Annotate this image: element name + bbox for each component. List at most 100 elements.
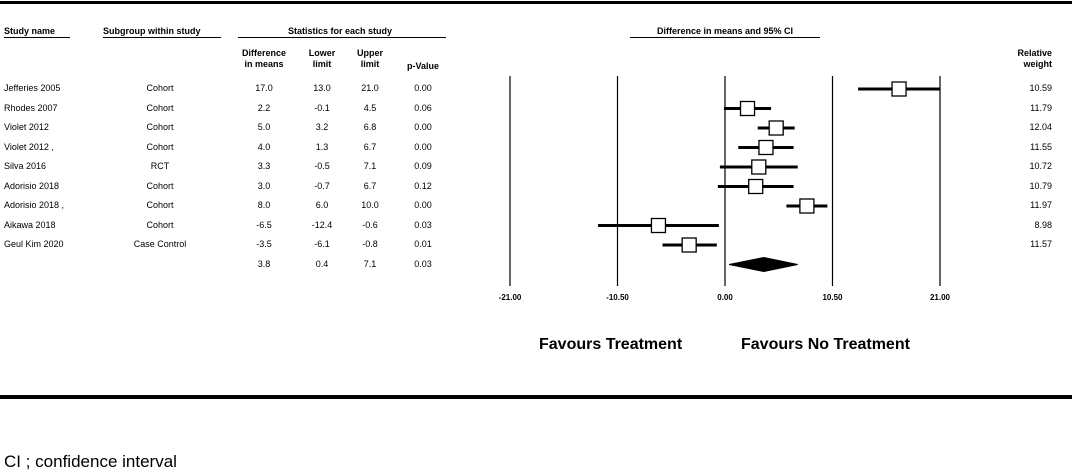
x-tick-label: 0.00 [717, 293, 733, 302]
top-rule [0, 1, 1072, 4]
study-upper: -0.6 [362, 219, 378, 230]
study-name: Adorisio 2018 [4, 180, 60, 191]
study-weight: 11.97 [1030, 200, 1052, 210]
study-lower: 1.3 [315, 141, 329, 152]
study-subgroup: RCT [150, 161, 170, 171]
study-pvalue: 0.12 [414, 180, 432, 191]
study-name: Violet 2012 , [4, 141, 54, 152]
study-name: Geul Kim 2020 [4, 239, 64, 249]
study-weight: 10.59 [1029, 83, 1052, 93]
study-lower: -6.1 [314, 239, 330, 249]
header-study-name-underline [4, 37, 70, 38]
study-diff: 3.0 [257, 180, 271, 191]
study-name: Silva 2016 [4, 161, 47, 171]
study-upper: 21.0 [361, 83, 379, 93]
study-weight: 10.79 [1029, 180, 1052, 191]
study-upper: 7.1 [363, 161, 377, 171]
header-diff-line2: in means [244, 59, 284, 69]
point-estimate-marker [681, 237, 697, 253]
header-upper-line1: Upper [356, 48, 383, 58]
study-diff: 17.0 [255, 83, 273, 93]
bottom-rule [0, 395, 1072, 399]
x-tick-label: -10.50 [606, 293, 629, 302]
study-pvalue: 0.00 [414, 200, 432, 210]
study-pvalue: 0.00 [414, 83, 432, 93]
header-subgroup: Subgroup within study [103, 26, 201, 36]
favours-no-treatment-label: Favours No Treatment [741, 336, 910, 353]
study-pvalue: 0.06 [414, 102, 432, 113]
point-estimate-marker [650, 217, 667, 234]
study-name: Rhodes 2007 [4, 102, 58, 113]
header-difference-ci-underline [630, 37, 820, 38]
study-lower: -0.1 [314, 102, 330, 113]
point-estimate-marker [748, 178, 764, 195]
summary-diff: 3.8 [257, 258, 271, 269]
study-name: Adorisio 2018 , [4, 200, 65, 210]
study-weight: 11.55 [1030, 141, 1052, 152]
header-lower-line2: limit [312, 59, 332, 69]
footnote: CI ; confidence interval [4, 452, 177, 471]
study-pvalue: 0.00 [414, 141, 432, 152]
study-subgroup: Case Control [133, 239, 187, 249]
study-diff: 2.2 [257, 102, 271, 113]
header-lower-line1: Lower [308, 48, 336, 58]
study-subgroup: Cohort [146, 102, 174, 113]
point-estimate-marker [751, 159, 767, 175]
x-tick-label: -21.00 [498, 293, 522, 302]
study-name: Jefferies 2005 [4, 83, 61, 93]
study-upper: 10.0 [361, 200, 379, 210]
study-subgroup: Cohort [146, 200, 174, 210]
study-pvalue: 0.01 [414, 239, 432, 249]
point-estimate-marker [891, 81, 907, 97]
study-weight: 10.72 [1029, 161, 1052, 171]
summary-diamond [728, 256, 798, 273]
study-diff: 8.0 [257, 200, 271, 210]
header-upper-line2: limit [360, 59, 380, 69]
summary-lower: 0.4 [315, 258, 329, 269]
summary-pvalue: 0.03 [414, 258, 432, 269]
study-lower: 6.0 [315, 200, 329, 210]
study-lower: 13.0 [313, 83, 331, 93]
favours-treatment-label: Favours Treatment [539, 336, 683, 353]
study-upper: 6.8 [363, 122, 377, 132]
study-pvalue: 0.00 [414, 122, 432, 132]
study-upper: -0.8 [362, 239, 378, 249]
header-statistics-underline [238, 37, 446, 38]
study-subgroup: Cohort [146, 180, 174, 191]
header-statistics: Statistics for each study [287, 26, 393, 36]
header-weight-line2: weight [1023, 59, 1053, 69]
study-subgroup: Cohort [146, 122, 174, 132]
header-study-name: Study name [4, 26, 56, 36]
study-subgroup: Cohort [146, 83, 174, 93]
study-lower: -0.5 [314, 161, 330, 171]
study-upper: 6.7 [363, 180, 377, 191]
summary-upper: 7.1 [363, 258, 377, 269]
header-weight-line1: Relative [1017, 48, 1052, 58]
study-diff: 5.0 [257, 122, 271, 132]
study-subgroup: Cohort [146, 141, 174, 152]
study-name: Violet 2012 [4, 122, 49, 132]
study-name: Aikawa 2018 [4, 219, 56, 230]
header-subgroup-underline [103, 37, 221, 38]
header-pvalue: p-Value [406, 61, 439, 71]
point-estimate-marker [768, 120, 784, 136]
header-diff-line1: Difference [241, 48, 286, 58]
study-upper: 6.7 [363, 141, 377, 152]
study-lower: 3.2 [315, 122, 329, 132]
study-pvalue: 0.03 [414, 219, 432, 230]
x-tick-label: 10.50 [822, 293, 843, 302]
study-weight: 8.98 [1034, 219, 1052, 230]
study-lower: -12.4 [311, 219, 333, 230]
study-subgroup: Cohort [146, 219, 174, 230]
point-estimate-marker [739, 100, 756, 117]
x-tick-label: 21.00 [929, 293, 951, 302]
study-weight: 11.57 [1030, 239, 1052, 249]
study-weight: 11.79 [1030, 102, 1052, 113]
point-estimate-marker [758, 139, 774, 156]
study-diff: 4.0 [257, 141, 271, 152]
header-difference-ci: Difference in means and 95% CI [656, 26, 794, 36]
study-pvalue: 0.09 [414, 161, 432, 171]
study-lower: -0.7 [314, 180, 330, 191]
point-estimate-marker [799, 198, 815, 214]
